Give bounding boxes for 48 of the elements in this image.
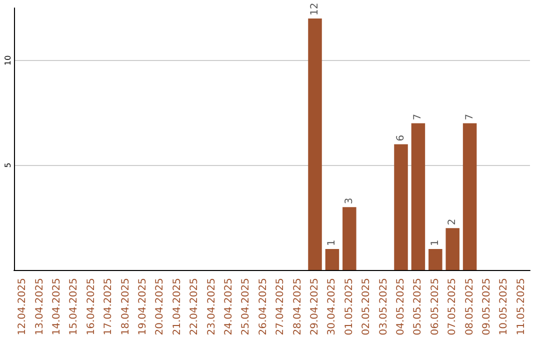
x-tick-label: 06.05.2025 [430,278,441,336]
x-tick-label: 12.04.2025 [17,278,28,336]
x-tick-label: 10.05.2025 [498,278,510,336]
x-tick-label: 14.04.2025 [52,278,62,336]
x-tick-label: 27.04.2025 [275,278,286,336]
x-tick-label: 23.04.2025 [206,278,218,336]
data-label: 7 [464,114,476,120]
x-tick-label: 05.05.2025 [412,278,424,336]
x-tick-label: 21.04.2025 [172,278,183,336]
x-tick-label: 25.04.2025 [240,278,252,336]
data-label: 1 [326,240,338,246]
x-tick-label: 01.05.2025 [344,278,355,336]
x-tick-label: 19.04.2025 [138,278,148,336]
x-tick-label: 29.04.2025 [310,278,320,336]
x-tick-label: 07.05.2025 [447,278,458,336]
x-tick-label: 22.04.2025 [189,278,200,336]
bar [325,249,340,270]
data-label: 6 [396,134,406,142]
x-tick-label: 28.04.2025 [292,278,304,336]
data-label: 12 [310,2,320,16]
bar [308,18,322,270]
bar [462,123,477,270]
x-tick-label: 11.05.2025 [516,278,527,336]
x-tick-label: 13.04.2025 [34,278,46,336]
x-tick-label: 24.04.2025 [224,278,234,336]
x-tick-label: 04.05.2025 [396,278,406,336]
x-tick-label: 03.05.2025 [378,278,390,336]
bar [394,144,408,270]
x-tick-label: 18.04.2025 [120,278,132,336]
bar [446,228,460,270]
x-tick-label: 26.04.2025 [258,278,269,336]
x-tick-label: 15.04.2025 [68,278,80,336]
x-tick-label: 17.04.2025 [103,278,114,336]
data-label: 2 [447,218,458,226]
data-label: 1 [430,240,441,246]
y-tick-label: 10 [4,55,12,66]
bar [428,249,442,270]
data-label: 7 [412,114,424,120]
x-tick-label: 08.05.2025 [464,278,476,336]
x-tick-label: 30.04.2025 [326,278,338,336]
x-tick-label: 09.05.2025 [482,278,492,336]
bar [342,207,356,270]
x-tick-label: 02.05.2025 [361,278,372,336]
x-tick-label: 16.04.2025 [86,278,97,336]
x-tick-label: 20.04.2025 [154,278,166,336]
data-label: 3 [344,198,355,204]
bar [411,123,426,270]
y-tick-label: 5 [4,162,12,168]
